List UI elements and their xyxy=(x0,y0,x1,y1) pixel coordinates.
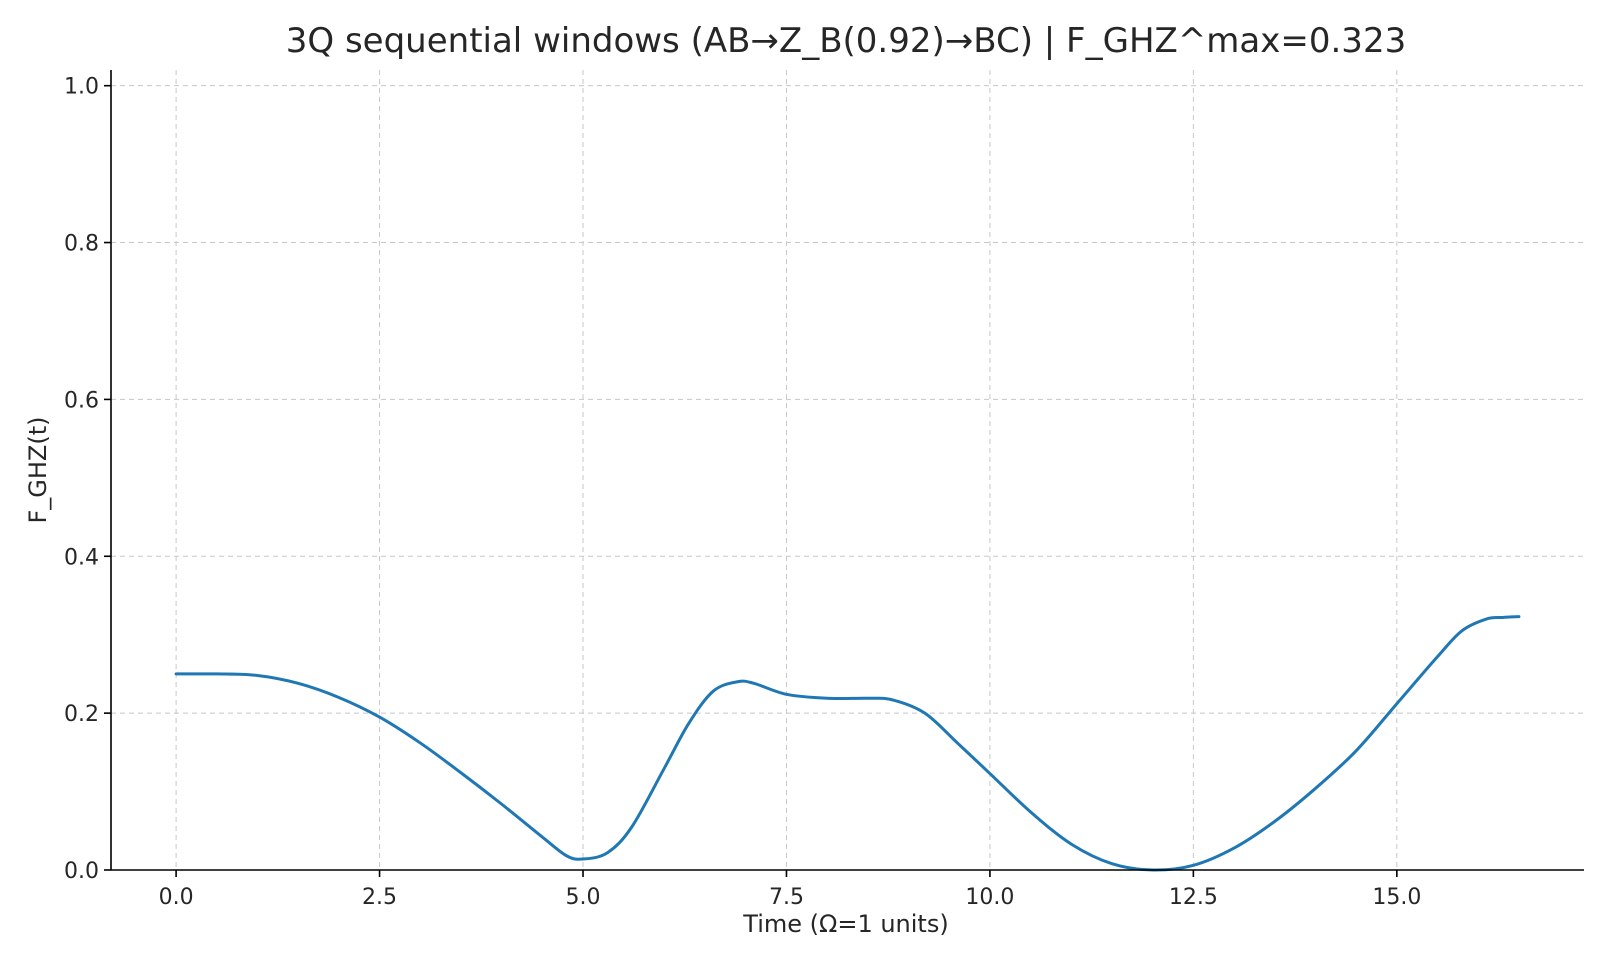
x-tick-label-5: 12.5 xyxy=(1169,885,1218,910)
x-tick-label-2: 5.0 xyxy=(566,885,601,910)
y-tick-label-5: 1.0 xyxy=(64,75,99,100)
x-tick-label-6: 15.0 xyxy=(1372,885,1421,910)
series-layer xyxy=(174,615,1521,872)
y-tick-label-4: 0.8 xyxy=(64,232,99,257)
x-tick-label-3: 7.5 xyxy=(769,885,804,910)
y-tick-label-1: 0.2 xyxy=(64,702,99,727)
chart-title: 3Q sequential windows (AB→Z_B(0.92)→BC) … xyxy=(286,21,1406,61)
x-tick-label-0: 0.0 xyxy=(159,885,194,910)
y-tick-label-3: 0.6 xyxy=(64,388,99,413)
y-tick-label-0: 0.0 xyxy=(64,859,99,884)
x-axis-label: Time (Ω=1 units) xyxy=(742,910,948,938)
y-axis-label: F_GHZ(t) xyxy=(24,416,52,523)
ticks-layer: 0.0 2.5 5.0 7.5 10.0 12.5 15.0 0.0 0.2 0.4 0.6 0.8 1… xyxy=(64,75,1421,910)
axes-layer xyxy=(110,70,1584,871)
x-tick-label-4: 10.0 xyxy=(965,885,1014,910)
x-tick-label-1: 2.5 xyxy=(362,885,397,910)
grid-layer xyxy=(111,70,1584,871)
series-line-0 xyxy=(174,615,1521,872)
y-tick-label-2: 0.4 xyxy=(64,545,99,570)
